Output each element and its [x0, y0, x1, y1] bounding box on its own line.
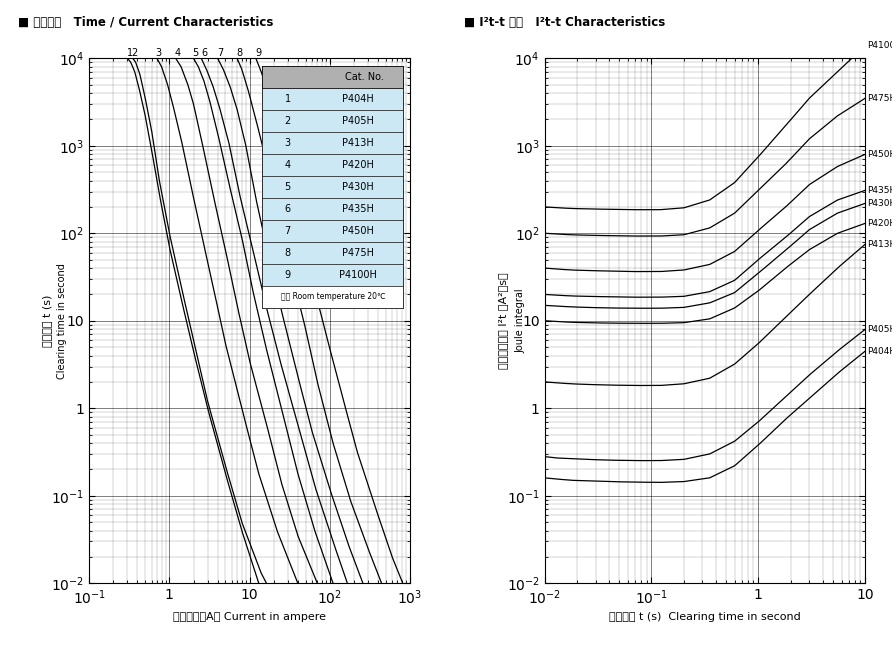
- X-axis label: 溶断電流（A） Current in ampere: 溶断電流（A） Current in ampere: [173, 612, 326, 622]
- X-axis label: 溶断時間 t (s)  Clearing time in second: 溶断時間 t (s) Clearing time in second: [609, 612, 801, 622]
- Text: 室温 Room temperature 20℃: 室温 Room temperature 20℃: [281, 292, 385, 301]
- Text: P475H: P475H: [867, 94, 892, 102]
- Text: 2: 2: [132, 49, 138, 58]
- Text: ■ 溶断特性   Time / Current Characteristics: ■ 溶断特性 Time / Current Characteristics: [18, 16, 273, 29]
- Text: 3: 3: [285, 138, 291, 148]
- Text: P405H: P405H: [343, 116, 375, 126]
- Text: 7: 7: [285, 226, 291, 236]
- Text: 4: 4: [174, 49, 180, 58]
- Text: Joule integral: Joule integral: [516, 288, 525, 353]
- Bar: [262, 132, 403, 154]
- Text: 6: 6: [285, 204, 291, 214]
- Bar: [262, 176, 403, 198]
- Text: 5: 5: [285, 182, 291, 192]
- Text: ジュール積分 I²t （A²・s）: ジュール積分 I²t （A²・s）: [498, 272, 508, 369]
- Bar: [262, 286, 403, 308]
- Text: P405H: P405H: [867, 325, 892, 334]
- Text: 5: 5: [192, 49, 198, 58]
- Text: P435H: P435H: [867, 186, 892, 195]
- Text: 7: 7: [217, 49, 223, 58]
- Bar: [262, 66, 403, 308]
- Text: Cat. No.: Cat. No.: [344, 72, 384, 82]
- Text: P404H: P404H: [343, 94, 374, 104]
- Text: 8: 8: [285, 248, 291, 258]
- Text: P420H: P420H: [343, 160, 375, 170]
- Text: P413H: P413H: [867, 240, 892, 249]
- Text: Clearing time in second: Clearing time in second: [57, 263, 67, 378]
- Bar: [262, 242, 403, 264]
- Text: P4100H: P4100H: [339, 270, 377, 280]
- Bar: [262, 264, 403, 286]
- Text: 1: 1: [127, 49, 133, 58]
- Bar: [262, 220, 403, 242]
- Text: P413H: P413H: [343, 138, 374, 148]
- Text: 2: 2: [285, 116, 291, 126]
- Text: P450H: P450H: [343, 226, 375, 236]
- Text: P420H: P420H: [867, 219, 892, 228]
- Text: 4: 4: [285, 160, 291, 170]
- Text: 6: 6: [201, 49, 207, 58]
- Text: P4100H: P4100H: [867, 41, 892, 50]
- Text: 3: 3: [155, 49, 161, 58]
- Bar: [262, 154, 403, 176]
- Text: P450H: P450H: [867, 150, 892, 159]
- Bar: [262, 88, 403, 110]
- Text: 9: 9: [256, 49, 261, 58]
- Text: P475H: P475H: [343, 248, 375, 258]
- Text: 1: 1: [285, 94, 291, 104]
- Text: P430H: P430H: [343, 182, 374, 192]
- Text: P435H: P435H: [343, 204, 375, 214]
- Text: 8: 8: [236, 49, 243, 58]
- Bar: [262, 66, 403, 88]
- Text: 9: 9: [285, 270, 291, 280]
- Text: P430H: P430H: [867, 199, 892, 208]
- Text: 溶断時間 t (s): 溶断時間 t (s): [43, 295, 53, 347]
- Bar: [262, 198, 403, 220]
- Text: ■ I²t-t 特性   I²t-t Characteristics: ■ I²t-t 特性 I²t-t Characteristics: [464, 16, 665, 29]
- Bar: [262, 110, 403, 132]
- Text: P404H: P404H: [867, 347, 892, 356]
